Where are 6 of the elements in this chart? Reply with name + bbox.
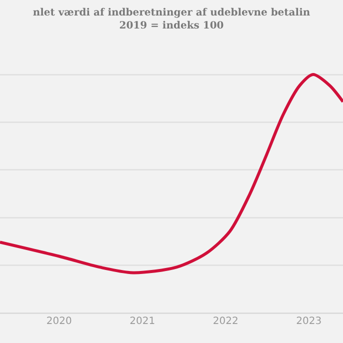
x-tick-label: 2020 xyxy=(46,316,72,327)
chart-title: nlet værdi af indberetninger af udeblevne betalin xyxy=(32,7,311,18)
x-tick-label: 2021 xyxy=(130,316,156,327)
x-tick-label: 2022 xyxy=(212,316,238,327)
x-tick-label: 2023 xyxy=(296,316,322,327)
chart-subtitle: 2019 = indeks 100 xyxy=(119,20,224,32)
